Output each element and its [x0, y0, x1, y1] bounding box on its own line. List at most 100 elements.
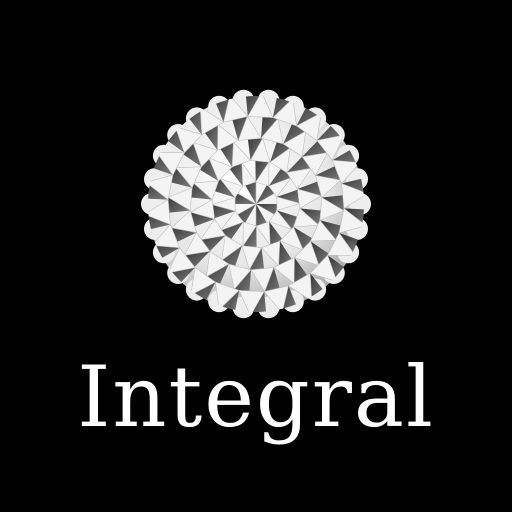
emblem-facet-shadow	[321, 195, 344, 211]
emblem-facet-light	[293, 207, 320, 228]
emblem-facet-light	[260, 240, 281, 267]
emblem-facet-light	[316, 134, 345, 161]
emblem-facet-light	[272, 97, 297, 127]
emblem-facet-light	[319, 196, 345, 221]
emblem-facet-shadow	[236, 204, 256, 224]
emblem-facet-shadow	[171, 227, 197, 243]
emblem-facet-light	[228, 263, 252, 290]
emblem-facet-shadow	[343, 208, 364, 226]
emblem-facet-shadow	[243, 226, 257, 248]
emblem-facet-shadow	[234, 269, 251, 292]
emblem-facet-light	[268, 176, 293, 198]
emblem-facet-light	[190, 266, 217, 296]
emblem-facet-light	[221, 235, 243, 261]
emblem-facet-light	[156, 152, 185, 176]
emblem-facet-shadow	[283, 123, 306, 144]
emblem-facet-shadow	[268, 168, 292, 186]
emblem-facet-light	[286, 167, 313, 190]
emblem-facet-light	[327, 232, 356, 256]
emblem-facet-shadow	[341, 177, 364, 194]
emblem-facet-shadow	[276, 189, 300, 204]
emblem-facet-light	[273, 257, 295, 284]
emblem-facet-shadow	[220, 222, 244, 240]
emblem-facet-light	[255, 221, 271, 247]
emblem-facet-shadow	[214, 178, 235, 198]
emblem-facet-shadow	[315, 165, 341, 181]
emblem-facet-shadow	[261, 116, 278, 139]
emblem-facet-light	[167, 187, 193, 212]
emblem-facet-light	[287, 272, 313, 302]
emblem-facet-light	[247, 96, 274, 118]
emblem-facet-light	[250, 137, 271, 163]
emblem-facet-light	[309, 254, 338, 282]
emblem-facet-shadow	[299, 208, 322, 225]
emblem-facet-light	[223, 96, 249, 123]
emblem-facet-shadow	[249, 247, 265, 270]
emblem-facet-shadow	[250, 291, 267, 312]
emblem-facet-light	[269, 147, 291, 173]
emblem-facet-shadow	[270, 141, 291, 163]
emblem-facet-light	[331, 159, 361, 185]
emblem-facet-light	[175, 166, 202, 189]
emblem-facet-light	[250, 267, 275, 293]
emblem-facet-shadow	[256, 204, 278, 215]
emblem-facet-light	[199, 106, 225, 136]
emblem-facet-light	[255, 160, 270, 187]
emblem-facet-shadow	[229, 162, 243, 187]
emblem-facet-shadow	[269, 221, 283, 246]
emblem-facet-light	[208, 157, 233, 182]
emblem-facet-light	[219, 177, 244, 199]
emblem-facet-shadow	[255, 160, 269, 182]
brand-wordmark: Integral	[77, 348, 435, 446]
emblem-facet-shadow	[277, 210, 298, 230]
emblem-facet-light	[170, 209, 197, 233]
emblem-facet-shadow	[256, 184, 276, 204]
emblem-facet-light	[174, 126, 203, 154]
emblem-facet-light	[301, 152, 329, 176]
emblem-facet-shadow	[234, 193, 256, 204]
emblem-facet-shadow	[221, 245, 242, 267]
emblem-facet-light	[260, 118, 284, 145]
emblem-facet-light	[241, 161, 257, 187]
emblem-facet-shadow	[247, 138, 263, 161]
emblem-facet-shadow	[206, 264, 229, 285]
emblem-facet-light	[192, 142, 219, 168]
emblem-facet-light	[231, 141, 252, 168]
emblem-facet-light	[148, 174, 174, 201]
emblem-facet-light	[276, 196, 302, 211]
emblem-facet-light	[315, 175, 342, 199]
emblem-facet-shadow	[190, 183, 213, 200]
emblem-facet-light	[310, 219, 337, 242]
emblem-facet-light	[238, 290, 265, 312]
emblem-facet-shadow	[168, 197, 191, 213]
emblem-facet-light	[279, 226, 304, 251]
emblem-facet-shadow	[184, 251, 210, 267]
emblem-facet-shadow	[297, 181, 322, 196]
emblem-facet-shadow	[148, 214, 171, 231]
emblem-facet-shadow	[264, 267, 280, 292]
emblem-facet-light	[151, 223, 181, 249]
emblem-facet-shadow	[245, 96, 262, 117]
emblem-facet-light	[268, 209, 293, 231]
emblem-facet-light	[210, 197, 236, 212]
emblem-facet-shadow	[212, 204, 236, 219]
emblem-facet-shadow	[190, 212, 215, 227]
emblem-facet-light	[282, 130, 306, 158]
emblem-facet-light	[297, 188, 323, 209]
emblem-facet-shadow	[232, 116, 248, 141]
emblem-facet-light	[189, 199, 215, 220]
emblem-facet-light	[242, 221, 257, 248]
emblem-facet-light	[215, 281, 240, 311]
emblem-facet-light	[219, 210, 244, 232]
emblem-facet-light	[206, 250, 230, 278]
emblem-facet-light	[341, 183, 364, 209]
emblem-facet-shadow	[319, 220, 342, 241]
emblem-facet-light	[217, 124, 239, 151]
emblem-facet-shadow	[170, 167, 193, 188]
emblem-facet-light	[293, 240, 320, 266]
emblem-facet-light	[148, 199, 171, 225]
emblem-facet-light	[199, 218, 226, 241]
emblem-facet-shadow	[183, 142, 202, 167]
